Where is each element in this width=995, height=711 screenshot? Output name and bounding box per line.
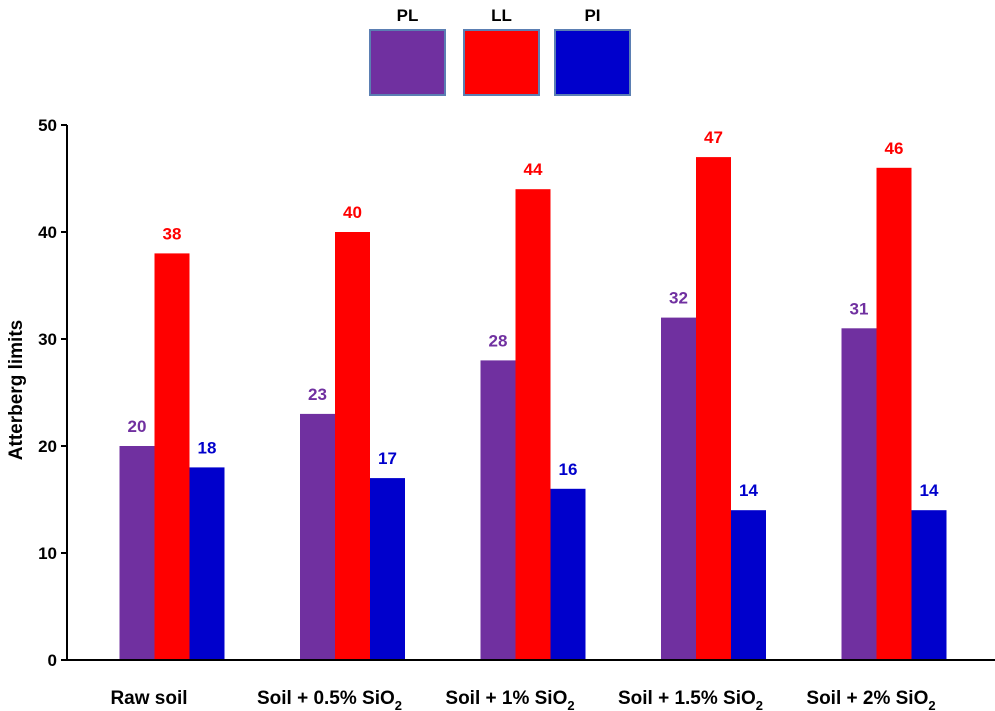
- x-category-label: Soil + 1.5% SiO2: [618, 688, 763, 711]
- data-label-pl: 31: [850, 299, 869, 318]
- x-axis: Raw soil Soil + 0.5% SiO2 Soil + 1% SiO2 So…: [67, 659, 995, 711]
- y-axis: 0 10 20 30 40 50: [38, 116, 68, 670]
- legend-swatch-pi: [554, 29, 631, 96]
- data-label-pl: 28: [489, 331, 508, 350]
- bar-ll: [335, 232, 370, 660]
- data-label-pi: 14: [920, 481, 939, 500]
- y-axis-label: Atterberg limits: [6, 320, 27, 460]
- legend-label-pl: PL: [397, 6, 419, 25]
- y-tick-label: 0: [48, 651, 57, 670]
- legend-label-pi: PI: [584, 6, 600, 25]
- data-label-pi: 17: [378, 449, 397, 468]
- data-label-pi: 18: [198, 438, 217, 457]
- bar-ll: [515, 189, 551, 660]
- x-category-label: Soil + 0.5% SiO2: [257, 688, 402, 711]
- bar-pi: [370, 478, 405, 660]
- data-label-pi: 14: [739, 481, 758, 500]
- bar-pi: [550, 488, 586, 660]
- legend: PL LL PI: [369, 6, 631, 96]
- data-label-ll: 47: [704, 128, 723, 147]
- x-category-label: Raw soil: [110, 688, 187, 709]
- data-label-pl: 20: [128, 417, 147, 436]
- bar-pi: [731, 510, 766, 660]
- bar-pi: [911, 510, 947, 660]
- data-label-ll: 40: [343, 203, 362, 222]
- bar-pl: [300, 413, 335, 660]
- y-tick-label: 30: [38, 330, 57, 349]
- x-category-label: Soil + 2% SiO2: [806, 688, 935, 711]
- data-label-pi: 16: [559, 460, 578, 479]
- y-tick-label: 10: [38, 544, 57, 563]
- legend-label-ll: LL: [491, 6, 512, 25]
- data-label-pl: 23: [308, 385, 327, 404]
- bar-pl: [841, 328, 877, 660]
- bar-pi: [189, 467, 225, 660]
- y-tick-label: 40: [38, 223, 57, 242]
- y-tick-label: 20: [38, 437, 57, 456]
- data-label-ll: 46: [885, 139, 904, 158]
- bar-ll: [154, 253, 190, 660]
- data-label-ll: 44: [524, 160, 543, 179]
- bar-pl: [119, 446, 155, 660]
- bars: 20 38 18 23 40 17 28 44 16 32 47 14 31 46 14: [119, 128, 947, 661]
- bar-ll: [876, 167, 912, 661]
- data-label-pl: 32: [669, 289, 688, 308]
- x-category-label: Soil + 1% SiO2: [445, 688, 574, 711]
- legend-swatch-pl: [369, 29, 446, 96]
- legend-swatch-ll: [463, 29, 540, 96]
- y-tick-label: 50: [38, 116, 57, 135]
- bar-pl: [661, 317, 696, 660]
- data-label-ll: 38: [163, 224, 182, 243]
- bar-pl: [480, 360, 516, 660]
- bar-ll: [696, 157, 731, 660]
